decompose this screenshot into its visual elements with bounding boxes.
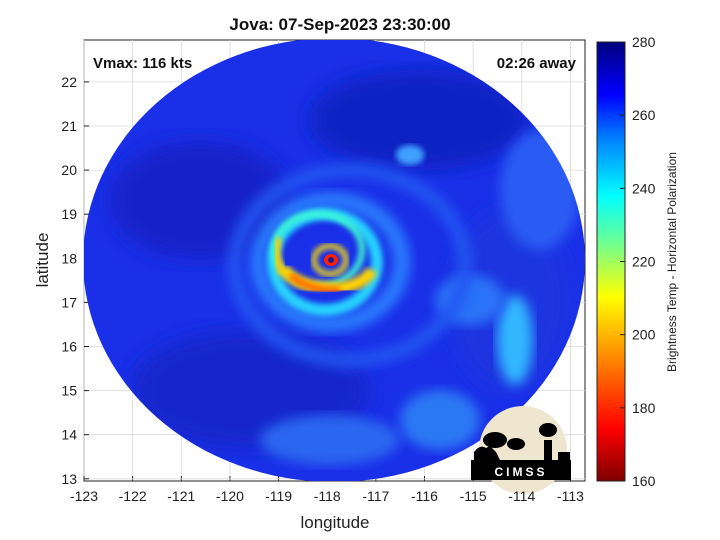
x-tick-label: -113	[557, 488, 584, 504]
chart-title: Jova: 07-Sep-2023 23:30:00	[229, 15, 450, 34]
y-tick-label: 21	[61, 118, 77, 134]
colorbar-tick-label: 220	[632, 254, 656, 270]
x-tick-label: -116	[411, 488, 438, 504]
colorbar-tick-label: 180	[632, 400, 656, 416]
cimss-logo-text: CIMSS	[494, 465, 547, 479]
x-tick-label: -114	[508, 488, 535, 504]
y-axis-label: latitude	[33, 233, 52, 288]
colorbar-tick-label: 240	[632, 180, 656, 196]
colorbar-tick-label: 200	[632, 327, 656, 343]
x-tick-labels: -123 -122 -121 -120 -119 -118 -117 -116 -115 -114…	[70, 488, 584, 504]
x-tick-label: -117	[362, 488, 389, 504]
cimss-logo: CIMSS	[471, 406, 571, 494]
y-tick-label: 18	[61, 250, 77, 266]
x-tick-label: -118	[314, 488, 341, 504]
colorbar-tick-label: 160	[632, 473, 656, 489]
time-offset-annotation: 02:26 away	[497, 55, 577, 72]
vmax-annotation: Vmax: 116 kts	[93, 55, 192, 72]
x-tick-label: -119	[265, 488, 292, 504]
x-tick-label: -123	[70, 488, 98, 504]
y-tick-label: 16	[61, 338, 77, 354]
colorbar-ticks: 160 180 200 220 240 260 280	[620, 34, 656, 489]
colorbar-tick-label: 260	[632, 107, 656, 123]
x-tick-label: -120	[216, 488, 244, 504]
x-axis-label: longitude	[300, 513, 369, 532]
y-tick-label: 22	[61, 74, 77, 90]
y-tick-labels: 13 14 15 16 17 18 19 20 21 22	[61, 74, 77, 487]
colorbar-label: Brightness Temp - Horizontal Polarizatio…	[665, 152, 679, 372]
y-tick-label: 19	[61, 206, 77, 222]
x-tick-label: -122	[119, 488, 147, 504]
x-tick-label: -121	[167, 488, 195, 504]
y-tick-label: 17	[61, 294, 77, 310]
y-tick-label: 20	[61, 162, 77, 178]
colorbar-tick-label: 280	[632, 34, 656, 50]
y-tick-label: 15	[61, 383, 77, 399]
x-tick-label: -115	[460, 488, 487, 504]
heatmap-swath	[84, 40, 585, 481]
y-tick-label: 14	[61, 427, 77, 443]
y-tick-label: 13	[61, 471, 77, 487]
